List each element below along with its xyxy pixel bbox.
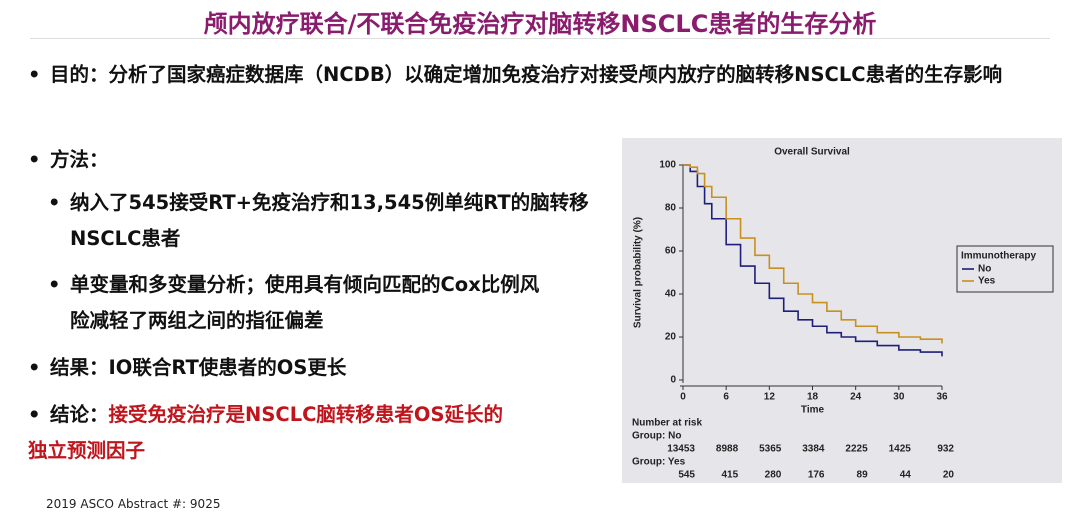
- risk-count: 44: [900, 470, 912, 481]
- legend-label: Yes: [978, 276, 996, 287]
- bullet-label: 结论：: [50, 403, 109, 426]
- risk-count: 3384: [802, 444, 825, 455]
- x-tick-label: 24: [850, 392, 862, 403]
- risk-count: 176: [808, 470, 825, 481]
- legend-label: No: [978, 264, 991, 275]
- survival-curve: [683, 164, 943, 344]
- risk-count: 932: [937, 444, 954, 455]
- risk-count: 13453: [667, 444, 695, 455]
- survival-chart: Overall Survival 0 20 40 60 80 100 0 6 12 18 24 30 36…: [622, 138, 1062, 483]
- risk-count: 20: [943, 470, 955, 481]
- risk-count: 1425: [889, 444, 912, 455]
- bullet: •结论：接受免疫治疗是NSCLC脑转移患者OS延长的独立预测因子: [6, 397, 508, 469]
- risk-count: 545: [678, 470, 695, 481]
- risk-count: 5365: [759, 444, 782, 455]
- risk-count: 8988: [716, 444, 739, 455]
- risk-count: 280: [765, 470, 782, 481]
- y-tick-label: 60: [665, 246, 677, 257]
- y-tick-label: 0: [670, 375, 676, 386]
- sub-bullet: 单变量和多变量分析；使用具有倾向匹配的Cox比例风险减轻了两组之间的指征偏差: [48, 267, 550, 339]
- y-tick-label: 40: [665, 289, 677, 300]
- sub-bullet: 纳入了545接受RT+免疫治疗和13,545例单纯RT的脑转移NSCLC患者: [48, 185, 590, 257]
- legend-title: Immunotherapy: [961, 251, 1036, 262]
- risk-table-title: Number at risk: [632, 418, 702, 429]
- x-tick-label: 30: [893, 392, 905, 403]
- bullet-conclusion: 接受免疫治疗是NSCLC脑转移患者OS延长的独立预测因子: [28, 403, 504, 462]
- legend-box: [956, 245, 1054, 293]
- bullet: 结果：IO联合RT使患者的OS更长: [28, 350, 346, 386]
- risk-count: 2225: [845, 444, 868, 455]
- x-tick-label: 6: [723, 392, 729, 403]
- y-tick-label: 100: [659, 160, 676, 171]
- x-tick-label: 12: [764, 392, 776, 403]
- y-tick-label: 20: [665, 332, 677, 343]
- risk-count: 89: [857, 470, 869, 481]
- x-tick-label: 18: [807, 392, 819, 403]
- y-axis-label: Survival probability (%): [633, 217, 644, 328]
- risk-group-name: Group: Yes: [632, 457, 686, 468]
- bullet: 方法：: [28, 142, 108, 178]
- survival-curve: [683, 164, 943, 357]
- bullet: 目的：分析了国家癌症数据库（NCDB）以确定增加免疫治疗对接受颅内放疗的脑转移N…: [28, 57, 1050, 93]
- x-tick-label: 0: [680, 392, 686, 403]
- title-rule: [30, 38, 1050, 39]
- footer: 2019 ASCO Abstract #: 9025: [46, 497, 221, 511]
- risk-group-name: Group: No: [632, 431, 681, 442]
- risk-count: 415: [721, 470, 738, 481]
- slide-title: 颅内放疗联合/不联合免疫治疗对脑转移NSCLC患者的生存分析: [203, 10, 877, 38]
- x-axis-label: Time: [801, 405, 825, 416]
- x-tick-label: 36: [936, 392, 948, 403]
- y-tick-label: 80: [665, 203, 677, 214]
- chart-title: Overall Survival: [774, 147, 850, 158]
